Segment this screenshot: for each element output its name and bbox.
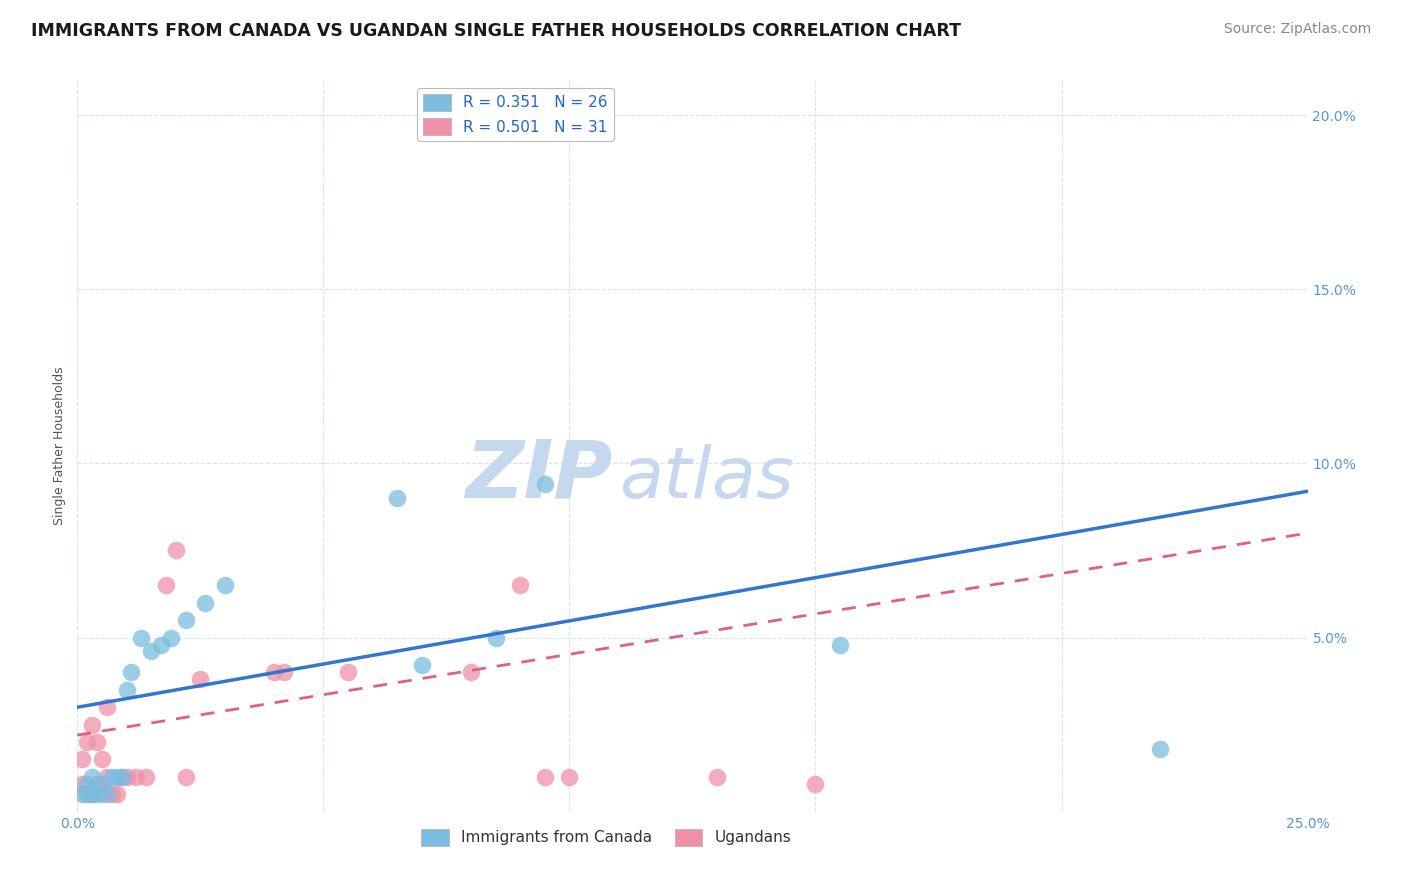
Text: Source: ZipAtlas.com: Source: ZipAtlas.com	[1223, 22, 1371, 37]
Point	[105, 770, 128, 784]
Point	[90, 787, 114, 801]
Point	[86, 777, 108, 791]
Point	[76, 787, 98, 801]
Text: IMMIGRANTS FROM CANADA VS UGANDAN SINGLE FATHER HOUSEHOLDS CORRELATION CHART: IMMIGRANTS FROM CANADA VS UGANDAN SINGLE…	[31, 22, 960, 40]
Point	[706, 770, 728, 784]
Point	[188, 673, 212, 687]
Point	[70, 777, 93, 791]
Point	[90, 777, 114, 791]
Point	[160, 631, 183, 645]
Point	[76, 777, 98, 791]
Point	[263, 665, 285, 680]
Point	[111, 770, 132, 784]
Point	[121, 665, 143, 680]
Legend: Immigrants from Canada, Ugandans: Immigrants from Canada, Ugandans	[415, 822, 797, 852]
Text: atlas: atlas	[619, 444, 793, 514]
Point	[82, 787, 104, 801]
Point	[830, 638, 852, 652]
Point	[82, 787, 104, 801]
Point	[804, 777, 827, 791]
Point	[460, 665, 482, 680]
Y-axis label: Single Father Households: Single Father Households	[53, 367, 66, 525]
Point	[273, 665, 295, 680]
Point	[115, 770, 138, 784]
Point	[76, 787, 98, 801]
Point	[115, 682, 138, 697]
Point	[129, 631, 153, 645]
Point	[96, 700, 118, 714]
Point	[86, 735, 108, 749]
Point	[101, 770, 124, 784]
Text: ZIP: ZIP	[465, 436, 613, 515]
Point	[411, 658, 433, 673]
Point	[125, 770, 148, 784]
Point	[96, 787, 118, 801]
Point	[101, 787, 124, 801]
Point	[509, 578, 531, 592]
Point	[385, 491, 409, 506]
Point	[141, 644, 163, 658]
Point	[534, 477, 557, 491]
Point	[150, 638, 173, 652]
Point	[82, 770, 104, 784]
Point	[337, 665, 360, 680]
Point	[485, 631, 508, 645]
Point	[534, 770, 557, 784]
Point	[558, 770, 581, 784]
Point	[90, 752, 114, 766]
Point	[82, 717, 104, 731]
Point	[70, 752, 93, 766]
Point	[96, 770, 118, 784]
Point	[174, 613, 197, 627]
Point	[174, 770, 197, 784]
Point	[70, 787, 93, 801]
Point	[155, 578, 177, 592]
Point	[111, 770, 132, 784]
Point	[86, 787, 108, 801]
Point	[105, 787, 128, 801]
Point	[214, 578, 236, 592]
Point	[76, 735, 98, 749]
Point	[135, 770, 157, 784]
Point	[165, 543, 187, 558]
Point	[194, 596, 217, 610]
Point	[1149, 742, 1171, 756]
